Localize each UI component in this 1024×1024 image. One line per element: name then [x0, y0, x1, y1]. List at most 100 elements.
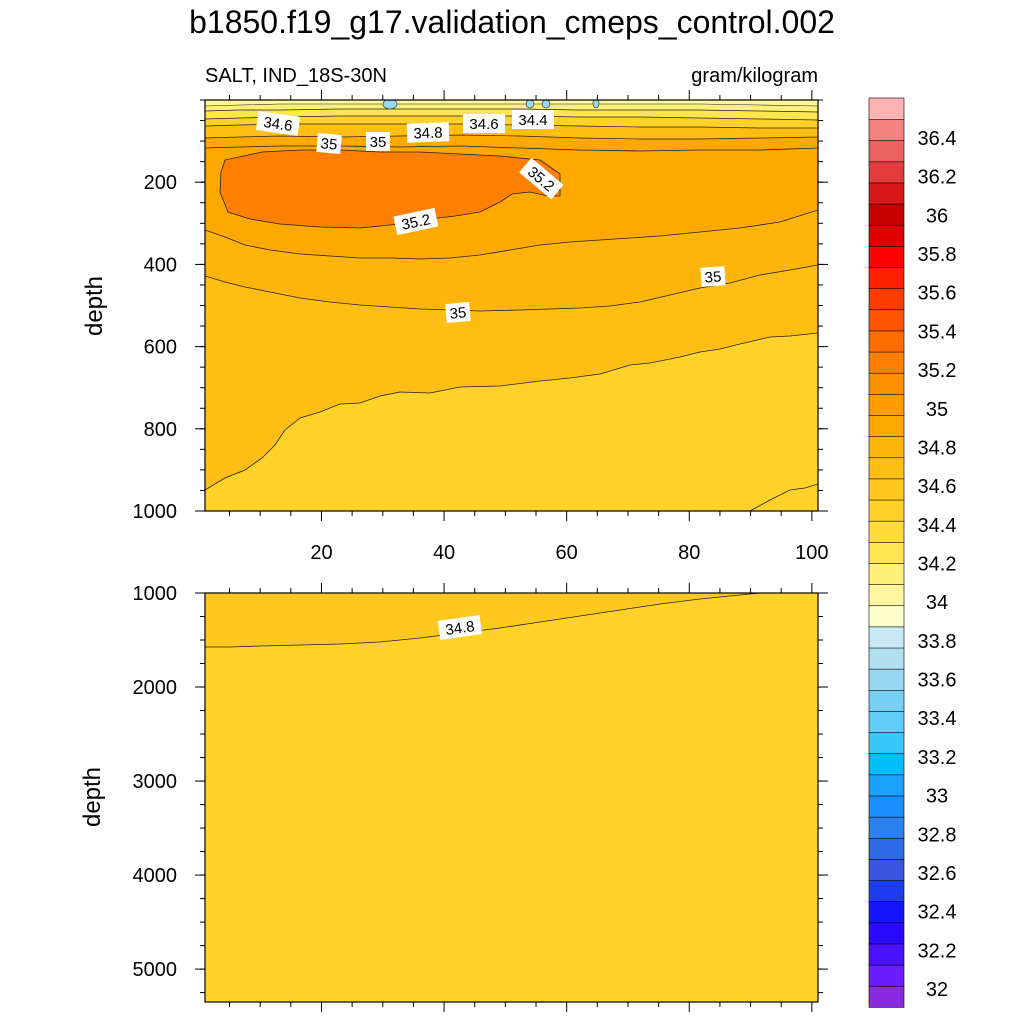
x-tick-label: 20	[310, 542, 332, 564]
colorbar-label: 32.8	[918, 824, 957, 846]
colorbar: 32 32.2 32.4 32.6 32.8 33 33.2 33.4 33.6 33.8 34 34…	[868, 97, 957, 1008]
contour-label-box	[463, 114, 505, 133]
colorbar-swatch	[868, 457, 905, 480]
colorbar-swatch	[868, 731, 905, 755]
fresh-patch	[525, 100, 535, 109]
contour-label: 34.4	[512, 110, 554, 129]
colorbar-swatch	[868, 605, 905, 628]
colorbar-label: 35.4	[918, 321, 957, 343]
contour-label-box	[437, 615, 483, 640]
colorbar-swatch	[868, 245, 905, 268]
colorbar-swatch	[868, 689, 905, 712]
colorbar-swatch	[868, 478, 905, 501]
lower-panel	[205, 593, 818, 1002]
contour-label-box	[393, 207, 439, 236]
subtitle-left: SALT, IND_18S-30N	[205, 65, 387, 87]
y-tick-label: 5000	[133, 959, 178, 981]
colorbar-swatch	[868, 351, 905, 374]
colorbar-label: 35.2	[918, 360, 957, 382]
lower-y-axis-label: depth	[79, 767, 106, 827]
colorbar-label: 34.2	[918, 554, 957, 576]
contour-label: 35.2	[393, 207, 439, 236]
colorbar-label: 33.6	[918, 670, 957, 692]
contour-label-box	[512, 110, 554, 129]
contour-label-box	[255, 111, 301, 136]
colorbar-label: 32	[926, 979, 948, 1001]
colorbar-swatch	[868, 922, 905, 945]
contour-label-box	[316, 132, 342, 155]
x-tick-label: 60	[556, 542, 578, 564]
y-tick-label: 400	[144, 254, 177, 276]
colorbar-swatch	[868, 626, 905, 649]
fresh-patch	[382, 100, 398, 110]
contour-label: 35	[700, 266, 726, 287]
contour-label: 34.8	[437, 615, 483, 640]
colorbar-swatch	[868, 435, 905, 459]
contour-label-text: 35	[370, 134, 387, 151]
y-tick-label: 1000	[133, 501, 178, 523]
x-tick-label: 100	[795, 542, 828, 564]
colorbar-swatch	[868, 118, 905, 141]
contour-label-text: 35	[704, 268, 722, 286]
colorbar-swatch	[868, 647, 905, 670]
colorbar-swatch	[868, 520, 905, 543]
chart-title: b1850.f19_g17.validation_cmeps_control.0…	[189, 4, 835, 40]
colorbar-swatch	[868, 139, 905, 163]
colorbar-swatch	[868, 774, 905, 797]
contour-label: 35	[366, 132, 390, 151]
colorbar-swatch	[868, 943, 905, 966]
lower-axes: 1000 2000 3000 4000 5000	[133, 583, 828, 1012]
colorbar-label: 36.4	[918, 128, 957, 150]
colorbar-swatch	[868, 309, 905, 332]
lower-contour-labels: 34.8	[437, 615, 483, 640]
colorbar-swatch	[868, 901, 905, 924]
contour-label-box	[366, 132, 390, 151]
contour-label-text: 34.6	[262, 114, 293, 135]
colorbar-swatch	[868, 710, 905, 733]
colorbar-swatch	[868, 964, 905, 987]
colorbar-swatch	[868, 583, 905, 607]
x-tick-label: 80	[678, 542, 700, 564]
colorbar-label: 34.8	[918, 437, 957, 459]
y-tick-label: 3000	[133, 771, 178, 793]
colorbar-label: 34	[926, 592, 948, 614]
colorbar-swatch	[868, 414, 905, 437]
y-tick-label: 2000	[133, 677, 178, 699]
y-tick-label: 4000	[133, 865, 178, 887]
colorbar-label: 32.2	[918, 940, 957, 962]
contour-label-text: 35	[449, 304, 467, 322]
contour-label: 35	[445, 301, 471, 324]
upper-panel	[205, 100, 818, 511]
upper-fill-35.2	[219, 149, 561, 229]
contour-label-text: 35.2	[400, 211, 432, 234]
deep-contour	[749, 483, 818, 511]
subtitle-right: gram/kilogram	[691, 65, 818, 87]
colorbar-swatch	[868, 287, 905, 311]
colorbar-label: 34.6	[918, 476, 957, 498]
colorbar-swatch	[868, 393, 905, 416]
colorbar-swatch	[868, 97, 905, 120]
colorbar-swatch	[868, 795, 905, 818]
colorbar-label: 33.4	[918, 708, 957, 730]
colorbar-label: 36.2	[918, 167, 957, 189]
contour-label-text: 34.8	[413, 124, 443, 142]
contour-label: 34.8	[406, 122, 450, 143]
colorbar-swatch	[868, 879, 905, 903]
colorbar-label: 34.4	[918, 515, 957, 537]
colorbar-swatch	[868, 668, 905, 691]
colorbar-swatch	[868, 266, 905, 289]
contour-label-box	[445, 301, 471, 324]
contour-label: 34.6	[255, 111, 301, 136]
contour-label-text: 34.6	[469, 116, 498, 133]
upper-axes: 200 400 600 800 1000 20 40 60 80 100	[133, 90, 829, 564]
colorbar-swatch	[868, 203, 905, 226]
colorbar-swatch	[868, 858, 905, 881]
contour-label-box	[700, 266, 726, 287]
colorbar-swatch	[868, 499, 905, 522]
y-tick-label: 200	[144, 172, 177, 194]
colorbar-label: 33.8	[918, 631, 957, 653]
colorbar-swatch	[868, 182, 905, 205]
y-tick-label: 1000	[133, 583, 178, 605]
